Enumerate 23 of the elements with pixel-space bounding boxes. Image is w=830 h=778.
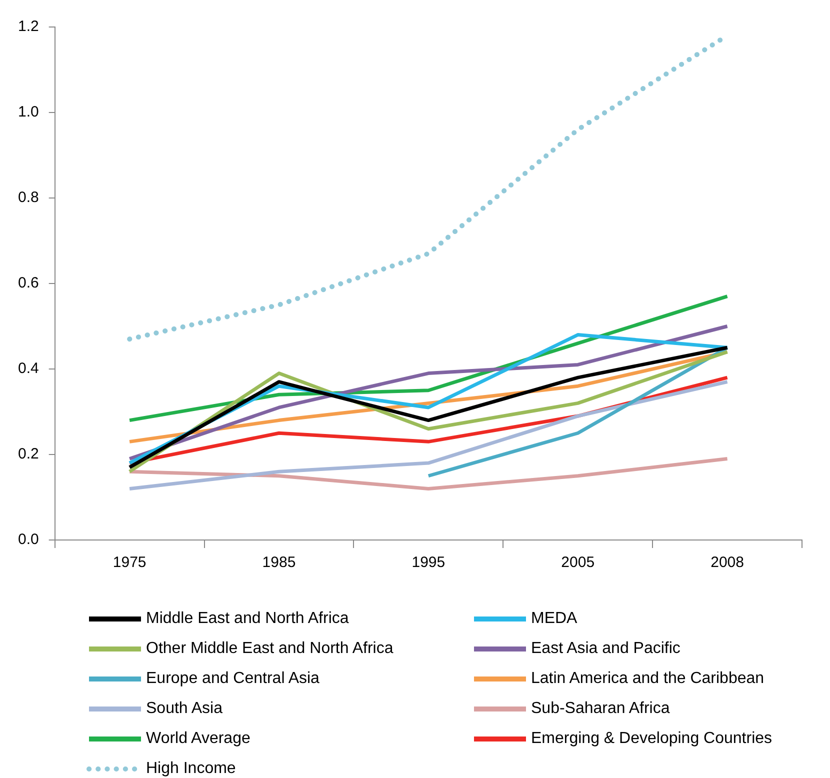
legend-label: East Asia and Pacific bbox=[531, 640, 680, 658]
y-tick-label: 0.6 bbox=[18, 274, 39, 292]
legend-label: High Income bbox=[146, 760, 236, 778]
legend-label: Sub-Saharan Africa bbox=[531, 700, 670, 718]
x-tick-label: 1985 bbox=[262, 554, 296, 572]
y-tick-label: 0.2 bbox=[18, 446, 39, 463]
x-tick-label: 2008 bbox=[710, 554, 744, 572]
y-tick-label: 0.4 bbox=[18, 360, 39, 378]
y-tick-label: 0.0 bbox=[18, 531, 39, 548]
legend-label: Middle East and North Africa bbox=[146, 610, 349, 628]
legend-label: Latin America and the Caribbean bbox=[531, 670, 764, 688]
legend-label: World Average bbox=[146, 730, 250, 748]
legend-label: Other Middle East and North Africa bbox=[146, 640, 394, 658]
y-tick-label: 1.2 bbox=[18, 18, 39, 36]
y-tick-label: 1.0 bbox=[18, 104, 39, 121]
y-tick-label: 0.8 bbox=[18, 189, 39, 206]
legend-label: MEDA bbox=[531, 610, 578, 628]
legend-label: South Asia bbox=[146, 700, 222, 718]
x-tick-label: 2005 bbox=[561, 554, 595, 572]
x-tick-label: 1975 bbox=[112, 554, 146, 572]
legend-label: Emerging & Developing Countries bbox=[531, 730, 772, 748]
x-tick-label: 1995 bbox=[412, 554, 446, 572]
legend-label: Europe and Central Asia bbox=[146, 670, 320, 688]
